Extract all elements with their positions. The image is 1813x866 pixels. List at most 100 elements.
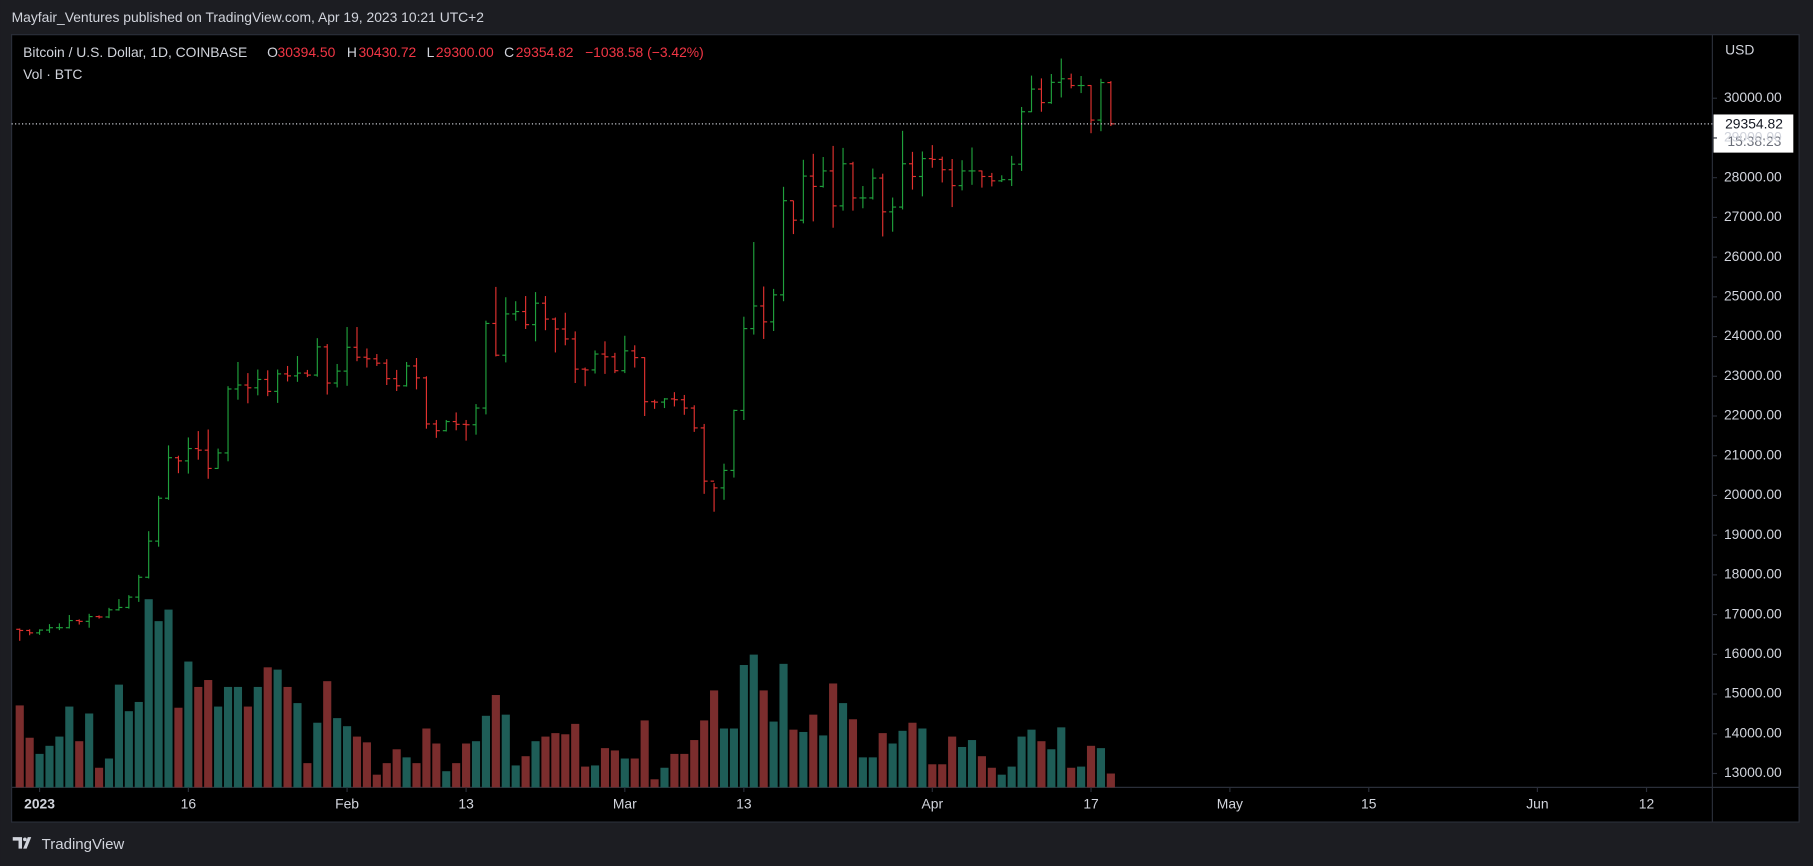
x-tick-label: 15 xyxy=(1361,795,1377,811)
volume-bar xyxy=(630,758,639,788)
volume-bar xyxy=(382,763,391,788)
volume-bar xyxy=(918,728,927,788)
volume-bar xyxy=(1077,766,1086,788)
volume-bar xyxy=(194,686,203,788)
y-tick-label: 21000.00 xyxy=(1724,446,1782,462)
last-price-box xyxy=(1713,114,1794,153)
volume-bar xyxy=(432,743,441,788)
volume-bar xyxy=(640,720,649,788)
footer-brand: TradingView xyxy=(42,836,125,853)
y-tick-label: 26000.00 xyxy=(1724,248,1782,264)
x-tick-label: 13 xyxy=(736,795,752,811)
volume-bar xyxy=(263,667,272,788)
volume-bar xyxy=(779,663,788,788)
volume-bar xyxy=(521,756,530,788)
volume-bar xyxy=(273,669,282,788)
volume-bar xyxy=(967,740,977,788)
legend-label: C xyxy=(504,44,514,60)
volume-bar xyxy=(700,720,709,788)
legend-value: 30430.72 xyxy=(358,44,416,60)
volume-bar xyxy=(65,706,74,788)
volume-bar xyxy=(481,715,491,788)
volume-bar xyxy=(402,757,411,788)
volume-bar xyxy=(144,599,153,788)
y-tick-label: 16000.00 xyxy=(1724,645,1782,661)
volume-bar xyxy=(471,741,481,788)
volume-bar xyxy=(214,706,223,788)
volume-bar xyxy=(1047,749,1056,788)
volume-bar xyxy=(352,736,362,788)
volume-bar xyxy=(829,683,838,788)
x-tick-label: 13 xyxy=(458,795,474,811)
y-tick-label: 18000.00 xyxy=(1724,566,1782,582)
volume-bar xyxy=(15,705,24,788)
volume-bar xyxy=(1106,773,1115,788)
y-tick-label: 27000.00 xyxy=(1724,208,1782,224)
volume-bar xyxy=(938,764,947,788)
volume-bar xyxy=(85,713,94,788)
volume-bar xyxy=(1017,736,1026,788)
legend-value: 29300.00 xyxy=(436,44,494,60)
volume-bar xyxy=(1067,767,1076,788)
volume-bar xyxy=(233,686,243,788)
volume-bar xyxy=(462,743,471,788)
volume-bar xyxy=(997,774,1006,788)
volume-bar xyxy=(452,763,461,788)
volume-bar xyxy=(908,722,917,788)
volume-bar xyxy=(372,774,381,788)
volume-bar xyxy=(590,765,600,788)
volume-bar xyxy=(799,731,808,788)
volume-bar xyxy=(303,763,312,788)
volume-bar xyxy=(759,690,768,788)
volume-bar xyxy=(293,703,302,788)
volume-bar xyxy=(749,654,758,788)
volume-bar xyxy=(1057,727,1066,788)
volume-bar xyxy=(710,690,719,788)
volume-bar xyxy=(35,753,44,788)
y-tick-label: 28000.00 xyxy=(1724,168,1782,184)
volume-bar xyxy=(531,741,540,788)
volume-bar xyxy=(362,742,371,788)
volume-bar xyxy=(25,737,34,788)
volume-bar xyxy=(838,703,848,788)
volume-bar xyxy=(690,740,699,788)
volume-bar xyxy=(104,758,114,788)
y-tick-label: 20000.00 xyxy=(1724,486,1782,502)
publisher: Mayfair_Ventures published on TradingVie… xyxy=(12,9,485,25)
y-tick-label: 15000.00 xyxy=(1724,685,1782,701)
x-tick-label: Apr xyxy=(922,795,944,811)
volume-bar xyxy=(1027,729,1036,788)
x-tick-label: Feb xyxy=(335,795,359,811)
x-tick-label: 2023 xyxy=(24,795,55,811)
volume-bar xyxy=(571,723,580,788)
volume-bar xyxy=(680,753,689,788)
legend-change: −1038.58 (−3.42%) xyxy=(585,44,704,60)
last-price-label: 29354.82 xyxy=(1725,116,1783,132)
volume-bar xyxy=(333,718,342,788)
volume-bar xyxy=(283,686,292,788)
volume-bar xyxy=(491,695,500,788)
x-tick-label: Jun xyxy=(1526,795,1548,811)
volume-bar xyxy=(581,766,590,788)
volume-bar xyxy=(392,749,401,788)
volume-bar xyxy=(204,680,213,788)
volume-bar xyxy=(243,706,252,788)
volume-bar xyxy=(789,729,798,788)
volume-bar xyxy=(164,609,173,788)
volume-bar xyxy=(551,733,560,788)
chart-title: Bitcoin / U.S. Dollar, 1D, COINBASE xyxy=(23,44,247,60)
x-tick-label: Mar xyxy=(613,795,637,811)
volume-bar xyxy=(134,701,143,788)
y-tick-label: 17000.00 xyxy=(1724,605,1782,621)
volume-bar xyxy=(511,765,520,788)
plot-area xyxy=(11,58,1713,788)
volume-bar xyxy=(1037,741,1046,788)
volume-bar xyxy=(868,757,877,788)
volume-bar xyxy=(858,757,867,788)
volume-bar xyxy=(343,726,352,788)
volume-bar xyxy=(948,736,957,788)
volume-bar xyxy=(114,684,123,788)
volume-bar xyxy=(600,748,610,788)
volume-bar xyxy=(253,686,262,788)
